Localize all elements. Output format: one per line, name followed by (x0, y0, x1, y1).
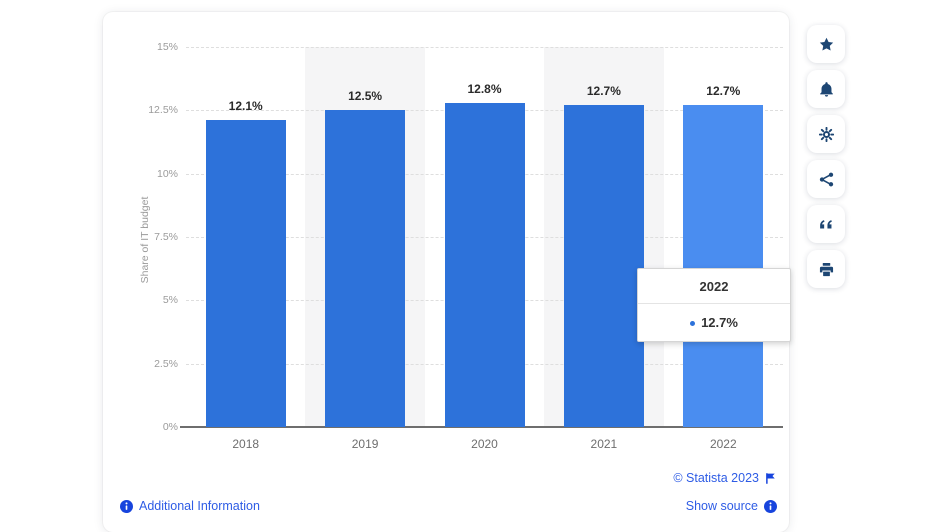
quote-icon (819, 219, 832, 228)
statista-copyright-link[interactable]: © Statista 2023 (673, 471, 777, 485)
settings-button[interactable] (807, 115, 845, 153)
star-icon (819, 37, 833, 50)
y-axis-ticks: 15% 12.5% 10% 7.5% 5% 2.5% 0% (103, 41, 178, 433)
gear-icon (818, 126, 834, 142)
bar-2021[interactable] (563, 105, 644, 427)
print-button[interactable] (807, 250, 845, 288)
x-tick-label: 2022 (709, 437, 737, 451)
x-tick-label: 2019 (351, 437, 379, 451)
additional-information-text: Additional Information (139, 499, 260, 513)
share-button[interactable] (807, 160, 845, 198)
info-icon (764, 499, 777, 513)
bar-2019[interactable] (325, 110, 406, 427)
flag-icon (766, 472, 775, 484)
gridline (186, 47, 783, 48)
y-tick-label: 12.5% (148, 104, 178, 117)
tooltip-series-marker-icon (690, 321, 696, 327)
bar-value-label: 12.8% (467, 81, 502, 96)
favorite-button[interactable] (807, 25, 845, 63)
bar-2018[interactable] (205, 120, 286, 427)
bar-value-label: 12.1% (228, 99, 263, 114)
chart-card: Share of IT budget 15% 12.5% 10% 7.5% 5% 2.5%… (103, 12, 791, 532)
bar-value-label: 12.7% (586, 84, 621, 99)
chart-toolbar (807, 25, 845, 295)
y-tick-label: 7.5% (154, 231, 178, 243)
additional-information-link[interactable]: Additional Information (120, 499, 260, 513)
x-axis-line (180, 426, 783, 428)
citation-button[interactable] (807, 205, 845, 243)
y-tick-label: 0% (162, 421, 178, 433)
bar-value-label: 12.7% (706, 84, 741, 99)
copyright-text: © Statista 2023 (673, 471, 759, 485)
plot-area: 12.1% 12.5% 12.8% 12.7% 12.7% (180, 47, 783, 428)
bar-2022[interactable] (683, 105, 764, 427)
y-tick-label: 2.5% (154, 357, 178, 370)
y-tick-label: 15% (156, 41, 178, 53)
x-tick-label: 2020 (471, 437, 498, 451)
info-icon (120, 499, 133, 513)
x-tick-label: 2018 (232, 437, 260, 451)
bar-value-label: 12.5% (348, 89, 383, 104)
y-tick-label: 5% (162, 294, 178, 307)
share-icon (819, 172, 833, 186)
x-axis-labels: 2018 2019 2020 2021 2022 (186, 437, 783, 455)
tooltip: 2022 12.7% (637, 268, 791, 342)
tooltip-value-row: 12.7% (638, 304, 790, 341)
alert-button[interactable] (807, 70, 845, 108)
tooltip-value: 12.7% (701, 315, 738, 330)
x-tick-label: 2021 (590, 437, 618, 451)
bar-2020[interactable] (444, 102, 525, 427)
y-tick-label: 10% (156, 167, 178, 180)
printer-icon (819, 262, 833, 276)
tooltip-title: 2022 (638, 269, 790, 304)
bell-icon (819, 81, 833, 97)
show-source-text: Show source (685, 499, 758, 513)
show-source-link[interactable]: Show source (686, 499, 777, 513)
